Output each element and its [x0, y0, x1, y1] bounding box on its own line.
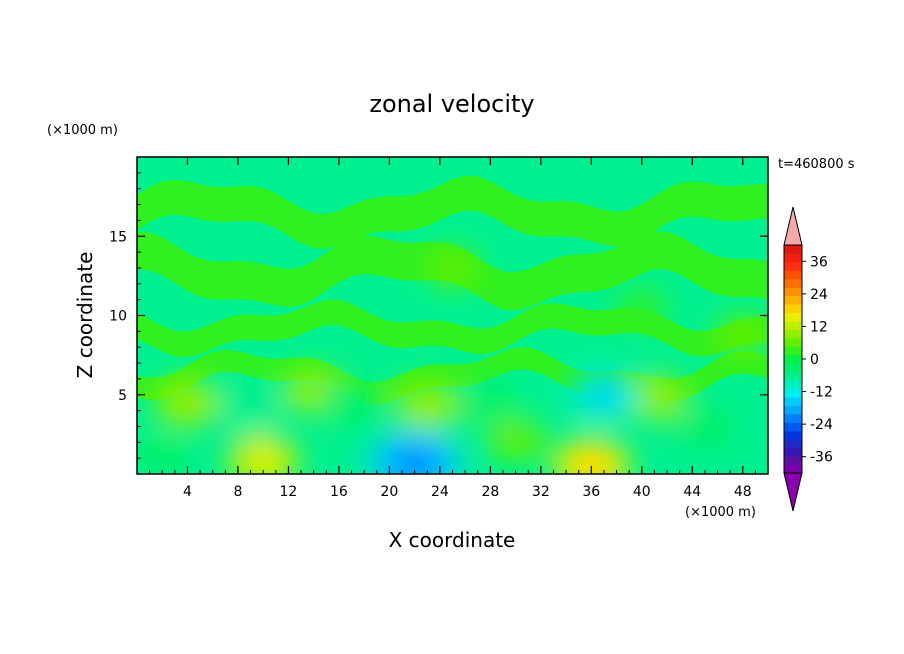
- field-feature: [486, 418, 545, 461]
- field-band: [137, 175, 768, 249]
- field-feature: [675, 405, 734, 448]
- x-tick-label: 44: [683, 484, 701, 500]
- colorbar-segment: [784, 261, 802, 271]
- field-feature: [394, 381, 461, 430]
- y-unit-label: (×1000 m): [47, 123, 118, 138]
- colorbar-segment: [784, 253, 802, 263]
- colorbar-segment: [784, 371, 802, 381]
- colorbar-segment: [784, 287, 802, 297]
- y-tick-label: 15: [109, 229, 127, 245]
- colorbar-segment: [784, 422, 802, 432]
- colorbar-segment: [784, 346, 802, 356]
- field-band: [137, 299, 768, 358]
- field-feature: [154, 378, 221, 427]
- field-feature: [617, 289, 667, 326]
- plot-area: [137, 157, 768, 474]
- colorbar-segment: [784, 413, 802, 423]
- colorbar-tick-label: 12: [810, 319, 828, 335]
- field-feature: [137, 434, 190, 474]
- colorbar-segment: [784, 304, 802, 314]
- colorbar-segment: [784, 270, 802, 280]
- x-axis-label: X coordinate: [389, 528, 516, 552]
- y-axis: 5 10 15: [109, 172, 768, 459]
- x-axis: 4 8 12 16 20 24 28 32 36 40 44 48: [149, 157, 756, 500]
- x-tick-label: 20: [380, 484, 398, 500]
- x-tick-label: 48: [734, 484, 752, 500]
- colorbar-arrow-min: [783, 472, 803, 512]
- colorbar-tick-label: -12: [810, 385, 833, 401]
- colorbar-tick-label: 36: [810, 254, 828, 270]
- colorbar-segment: [784, 430, 802, 440]
- colorbar: 36 24 12 0 -12 -24 -36: [783, 206, 833, 512]
- colorbar-arrow-max: [783, 206, 803, 246]
- colorbar-segment: [784, 456, 802, 466]
- y-axis-label: Z coordinate: [73, 252, 97, 379]
- y-tick-label: 10: [109, 309, 127, 325]
- field-feature: [461, 383, 520, 426]
- colorbar-segment: [784, 405, 802, 415]
- x-tick-label: 8: [233, 484, 242, 500]
- colorbar-segment: [784, 388, 802, 398]
- colorbar-segment: [784, 321, 802, 330]
- field-feature: [321, 380, 382, 425]
- x-tick-label: 40: [633, 484, 651, 500]
- x-tick-label: 36: [582, 484, 600, 500]
- colorbar-segment: [784, 354, 802, 364]
- colorbar-segment: [784, 245, 802, 254]
- x-tick-label: 32: [532, 484, 550, 500]
- x-tick-label: 24: [431, 484, 449, 500]
- colorbar-segment: [784, 295, 802, 305]
- time-label: t=460800 s: [778, 157, 855, 172]
- colorbar-segment: [784, 397, 802, 406]
- colorbar-tick-label: 0: [810, 352, 819, 368]
- colorbar-segment: [784, 439, 802, 449]
- x-tick-label: 12: [280, 484, 298, 500]
- field-feature: [217, 386, 284, 435]
- field-feature-core: [585, 381, 623, 409]
- colorbar-segment: [784, 464, 802, 474]
- colorbar-segment: [784, 278, 802, 288]
- colorbar-segment: [784, 337, 802, 347]
- chart-title: zonal velocity: [369, 90, 534, 118]
- field-feature: [715, 316, 768, 357]
- x-tick-label: 28: [481, 484, 499, 500]
- y-tick-label: 5: [118, 388, 127, 404]
- colorbar-segment: [784, 312, 802, 322]
- colorbar-segment: [784, 447, 802, 457]
- colorbar-segment: [784, 380, 802, 390]
- colorbar-tick-label: -24: [810, 417, 833, 433]
- colorbar-tick-label: 24: [810, 287, 828, 303]
- field-feature: [426, 248, 479, 287]
- x-tick-label: 4: [183, 484, 192, 500]
- colorbar-segment: [784, 329, 802, 339]
- field-features: [137, 248, 768, 474]
- field-feature-core: [571, 452, 611, 474]
- x-tick-label: 16: [330, 484, 348, 500]
- field-feature-core: [245, 448, 282, 474]
- field-feature-core: [391, 447, 439, 474]
- colorbar-segment: [784, 363, 802, 373]
- colorbar-tick-label: -36: [810, 450, 833, 466]
- x-unit-label: (×1000 m): [685, 505, 756, 520]
